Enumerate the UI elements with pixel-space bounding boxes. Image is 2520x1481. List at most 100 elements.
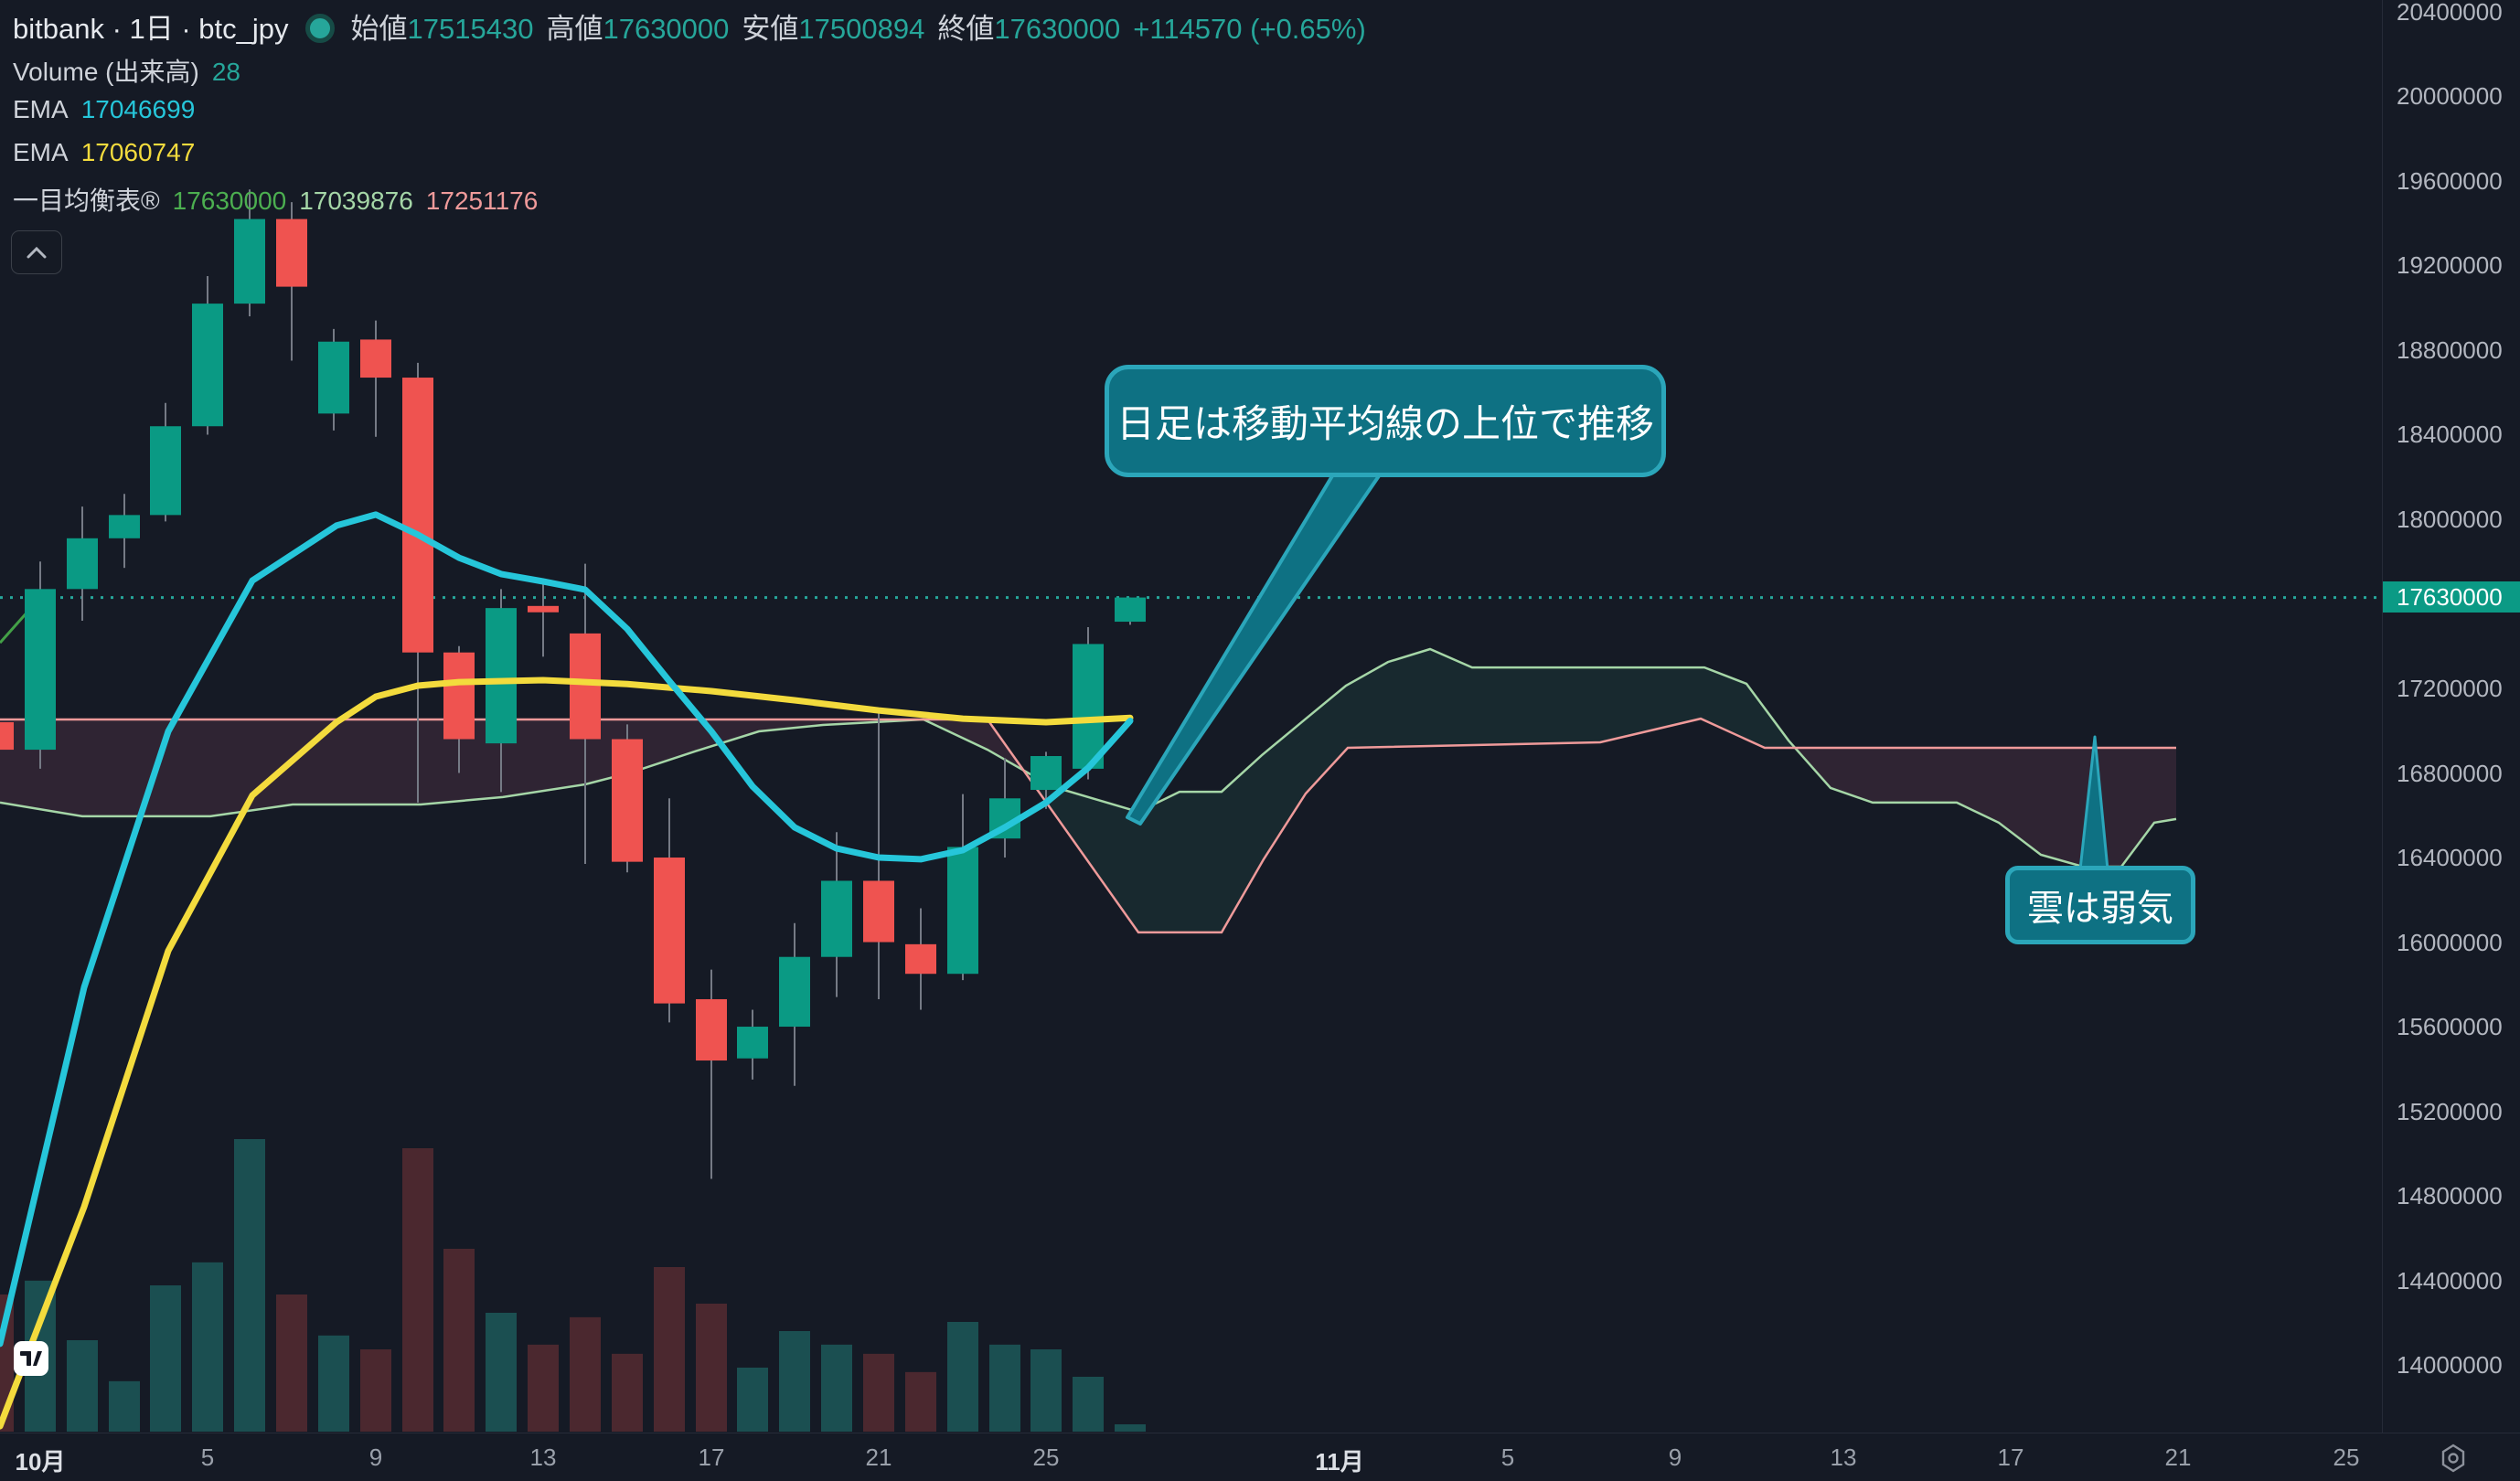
ema-fast-legend-row[interactable]: EMA 17046699 <box>13 95 195 124</box>
volume-bar-10/2[interactable] <box>67 1340 98 1432</box>
time-axis[interactable]: 10月 5 9 13 17 21 25 11月 5 9 13 17 21 25 <box>0 1433 2520 1481</box>
candle-body-10/25[interactable] <box>1030 756 1062 791</box>
callout-bearish-cloud[interactable]: 雲は弱気 <box>2005 866 2195 944</box>
ema-slow-label: EMA <box>13 138 69 166</box>
volume-bar-10/12[interactable] <box>486 1313 517 1432</box>
volume-bar-10/22[interactable] <box>905 1371 936 1432</box>
price-tick-18400000: 18400000 <box>2397 421 2503 449</box>
ichimoku-lead2-line <box>0 717 2176 934</box>
ema-fast-value: 17046699 <box>80 95 196 123</box>
time-tick-13-594: 13 <box>529 1444 557 1471</box>
candle-body-10/15[interactable] <box>612 739 643 862</box>
market-status-dot <box>304 13 335 43</box>
candle-body-10/5[interactable] <box>192 304 223 427</box>
candle-body-10/3[interactable] <box>109 515 140 538</box>
candle-body-10/2[interactable] <box>67 538 98 590</box>
ichimoku-bear-cloud-fill <box>1796 748 2176 867</box>
legend-collapse-button[interactable] <box>11 230 62 274</box>
price-tick-16000000: 16000000 <box>2397 928 2503 956</box>
tradingview-logo[interactable] <box>14 1341 48 1376</box>
candle-body-10/11[interactable] <box>443 652 475 740</box>
volume-bar-10/18[interactable] <box>737 1368 768 1432</box>
volume-bar-10/14[interactable] <box>570 1316 601 1432</box>
candle-body-10/10[interactable] <box>402 378 433 653</box>
candle-body-10/22[interactable] <box>905 943 936 975</box>
price-tick-19600000: 19600000 <box>2397 166 2503 195</box>
callout-moving-average[interactable]: 日足は移動平均線の上位で推移 <box>1105 365 1666 477</box>
volume-bar-10/11[interactable] <box>443 1249 475 1432</box>
volume-bar-10/4[interactable] <box>150 1285 181 1432</box>
candle-body-10/6[interactable] <box>234 218 265 304</box>
candle-body-10/18[interactable] <box>737 1027 768 1059</box>
volume-bar-10/5[interactable] <box>192 1262 223 1432</box>
time-tick-10月-44: 10月 <box>15 1448 66 1476</box>
candle-body-10/13[interactable] <box>528 605 559 613</box>
ema-fast-line[interactable] <box>0 511 1134 1348</box>
ema-slow-value: 17060747 <box>80 138 196 166</box>
volume-bar-10/23[interactable] <box>947 1322 978 1432</box>
candle-body-10/9[interactable] <box>360 339 391 378</box>
close-label: 終値 <box>937 13 995 45</box>
ema-slow-line[interactable] <box>0 677 1134 1430</box>
time-tick-5-227: 5 <box>200 1444 215 1471</box>
volume-bar-10/6[interactable] <box>234 1139 265 1432</box>
volume-bar-10/15[interactable] <box>612 1353 643 1432</box>
candle-body-10/27[interactable] <box>1115 597 1146 623</box>
price-tick-14400000: 14400000 <box>2397 1266 2503 1295</box>
time-tick-5-1649: 5 <box>1500 1444 1515 1471</box>
price-tick-15600000: 15600000 <box>2397 1013 2503 1041</box>
volume-bar-10/19[interactable] <box>779 1331 810 1432</box>
price-tick-18000000: 18000000 <box>2397 506 2503 533</box>
volume-bar-10/24[interactable] <box>989 1344 1020 1432</box>
price-axis[interactable]: 20400000 20000000 19600000 19200000 18800000… <box>2382 0 2520 1433</box>
candle-body-9/30[interactable] <box>0 722 14 751</box>
ichimoku-legend-row[interactable]: 一目均衡表® 17630000 17039876 17251176 <box>13 181 538 218</box>
time-tick-9-411: 9 <box>368 1444 383 1471</box>
symbol-title[interactable]: bitbank · 1日 · btc_jpy <box>13 13 289 45</box>
volume-value: 28 <box>211 58 240 86</box>
candle-body-10/23[interactable] <box>947 847 978 975</box>
price-tick-17200000: 17200000 <box>2397 675 2503 702</box>
candle-body-10/14[interactable] <box>570 633 601 740</box>
volume-bar-10/27[interactable] <box>1115 1424 1146 1432</box>
candle-body-10/8[interactable] <box>318 341 349 414</box>
price-tick-18800000: 18800000 <box>2397 336 2503 364</box>
time-tick-25-1144: 25 <box>1032 1444 1060 1471</box>
chevron-up-icon <box>27 246 47 259</box>
price-tick-14000000: 14000000 <box>2397 1351 2503 1380</box>
volume-bar-10/13[interactable] <box>528 1344 559 1432</box>
volume-bar-10/8[interactable] <box>318 1335 349 1432</box>
candle-body-10/7[interactable] <box>276 218 307 287</box>
time-tick-25-2566: 25 <box>2333 1444 2360 1471</box>
candle-body-10/17[interactable] <box>696 998 727 1061</box>
volume-bar-10/21[interactable] <box>863 1353 894 1432</box>
high-label: 高値 <box>546 13 603 45</box>
price-tick-16800000: 16800000 <box>2397 759 2503 787</box>
volume-label: Volume (出来高) <box>13 58 199 86</box>
candle-body-10/16[interactable] <box>654 858 685 1004</box>
volume-bar-10/17[interactable] <box>696 1304 727 1432</box>
volume-bar-10/25[interactable] <box>1030 1349 1062 1432</box>
candle-body-10/12[interactable] <box>486 608 517 744</box>
candle-body-10/19[interactable] <box>779 956 810 1028</box>
callout-moving-average-text: 日足は移動平均線の上位で推移 <box>1116 402 1654 445</box>
gear-icon[interactable] <box>2438 1443 2469 1478</box>
volume-bar-10/20[interactable] <box>821 1344 852 1432</box>
volume-bar-10/3[interactable] <box>109 1380 140 1432</box>
volume-bar-10/10[interactable] <box>402 1148 433 1432</box>
volume-bar-10/26[interactable] <box>1073 1377 1104 1432</box>
volume-bar-10/9[interactable] <box>360 1349 391 1432</box>
ema-slow-legend-row[interactable]: EMA 17060747 <box>13 138 195 167</box>
open-label: 始値 <box>350 13 408 45</box>
volume-bar-10/16[interactable] <box>654 1267 685 1432</box>
candle-body-10/1[interactable] <box>25 589 56 751</box>
volume-bar-10/7[interactable] <box>276 1295 307 1432</box>
candle-body-10/21[interactable] <box>863 880 894 943</box>
candle-body-10/26[interactable] <box>1073 644 1104 769</box>
time-tick-21-961: 21 <box>865 1444 892 1471</box>
time-tick-17-778: 17 <box>698 1444 725 1471</box>
candle-body-10/20[interactable] <box>821 880 852 957</box>
candle-body-10/4[interactable] <box>150 426 181 516</box>
volume-legend-row[interactable]: Volume (出来高) 28 <box>13 52 240 89</box>
